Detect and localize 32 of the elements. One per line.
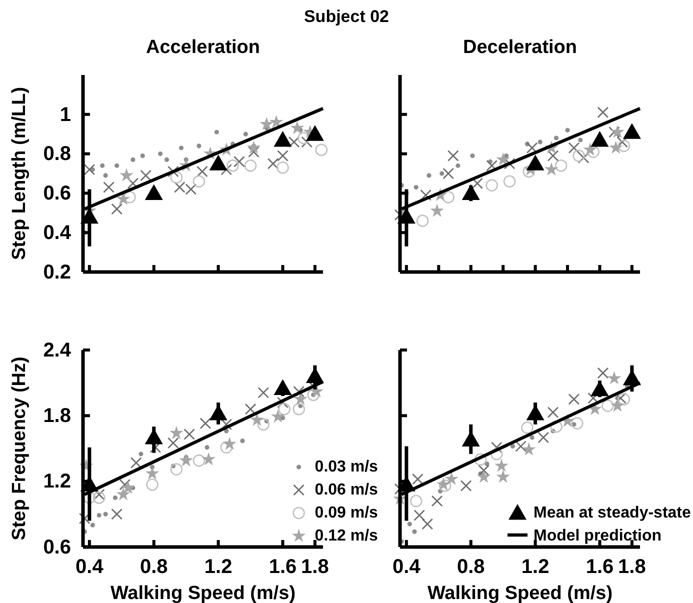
x-tick-label: 0.8	[456, 556, 485, 578]
y-tick-label: 0.8	[43, 143, 71, 166]
x-axis-title: Walking Speed (m/s)	[110, 583, 296, 603]
legend-label: 0.12 m/s	[314, 528, 378, 545]
y-tick-label: 0.4	[43, 222, 72, 244]
legend-label: 0.03 m/s	[314, 458, 378, 476]
legend-label: Mean at steady-state	[534, 504, 691, 522]
x-tick-label: 1.2	[204, 556, 232, 578]
x-tick-label: 0.8	[140, 556, 168, 578]
y-tick-label: 0.2	[43, 261, 71, 284]
legend-label: 0.06 m/s	[314, 482, 378, 499]
y-tick-label: 2.4	[43, 339, 72, 362]
x-tick-label: 0.4	[76, 556, 104, 578]
y-tick-label: 0.6	[43, 536, 71, 558]
chart-title: Subject 02	[304, 7, 390, 26]
y-axis-title: Step Frequency (Hz)	[9, 356, 30, 540]
y-tick-label: 1.8	[43, 405, 71, 428]
chart-subtitle: Deceleration	[462, 37, 578, 58]
x-tick-label: 0.4	[392, 556, 422, 578]
legend-label: Model prediction	[534, 528, 662, 545]
y-tick-label: 0.6	[43, 182, 71, 205]
y-tick-label: 1	[60, 104, 71, 126]
x-tick-label: 1.6	[268, 556, 297, 578]
x-axis-title: Walking Speed (m/s)	[427, 583, 613, 603]
x-tick-label: 1.6	[586, 556, 614, 578]
y-tick-label: 1.2	[43, 470, 71, 493]
legend-label: 0.09 m/s	[314, 504, 378, 522]
chart-subtitle: Acceleration	[146, 37, 260, 58]
x-tick-label: 1.8	[301, 556, 329, 578]
x-tick-label: 1.2	[521, 556, 550, 578]
x-tick-label: 1.8	[618, 556, 646, 578]
y-axis-title: Step Length (m/LL)	[9, 86, 30, 260]
